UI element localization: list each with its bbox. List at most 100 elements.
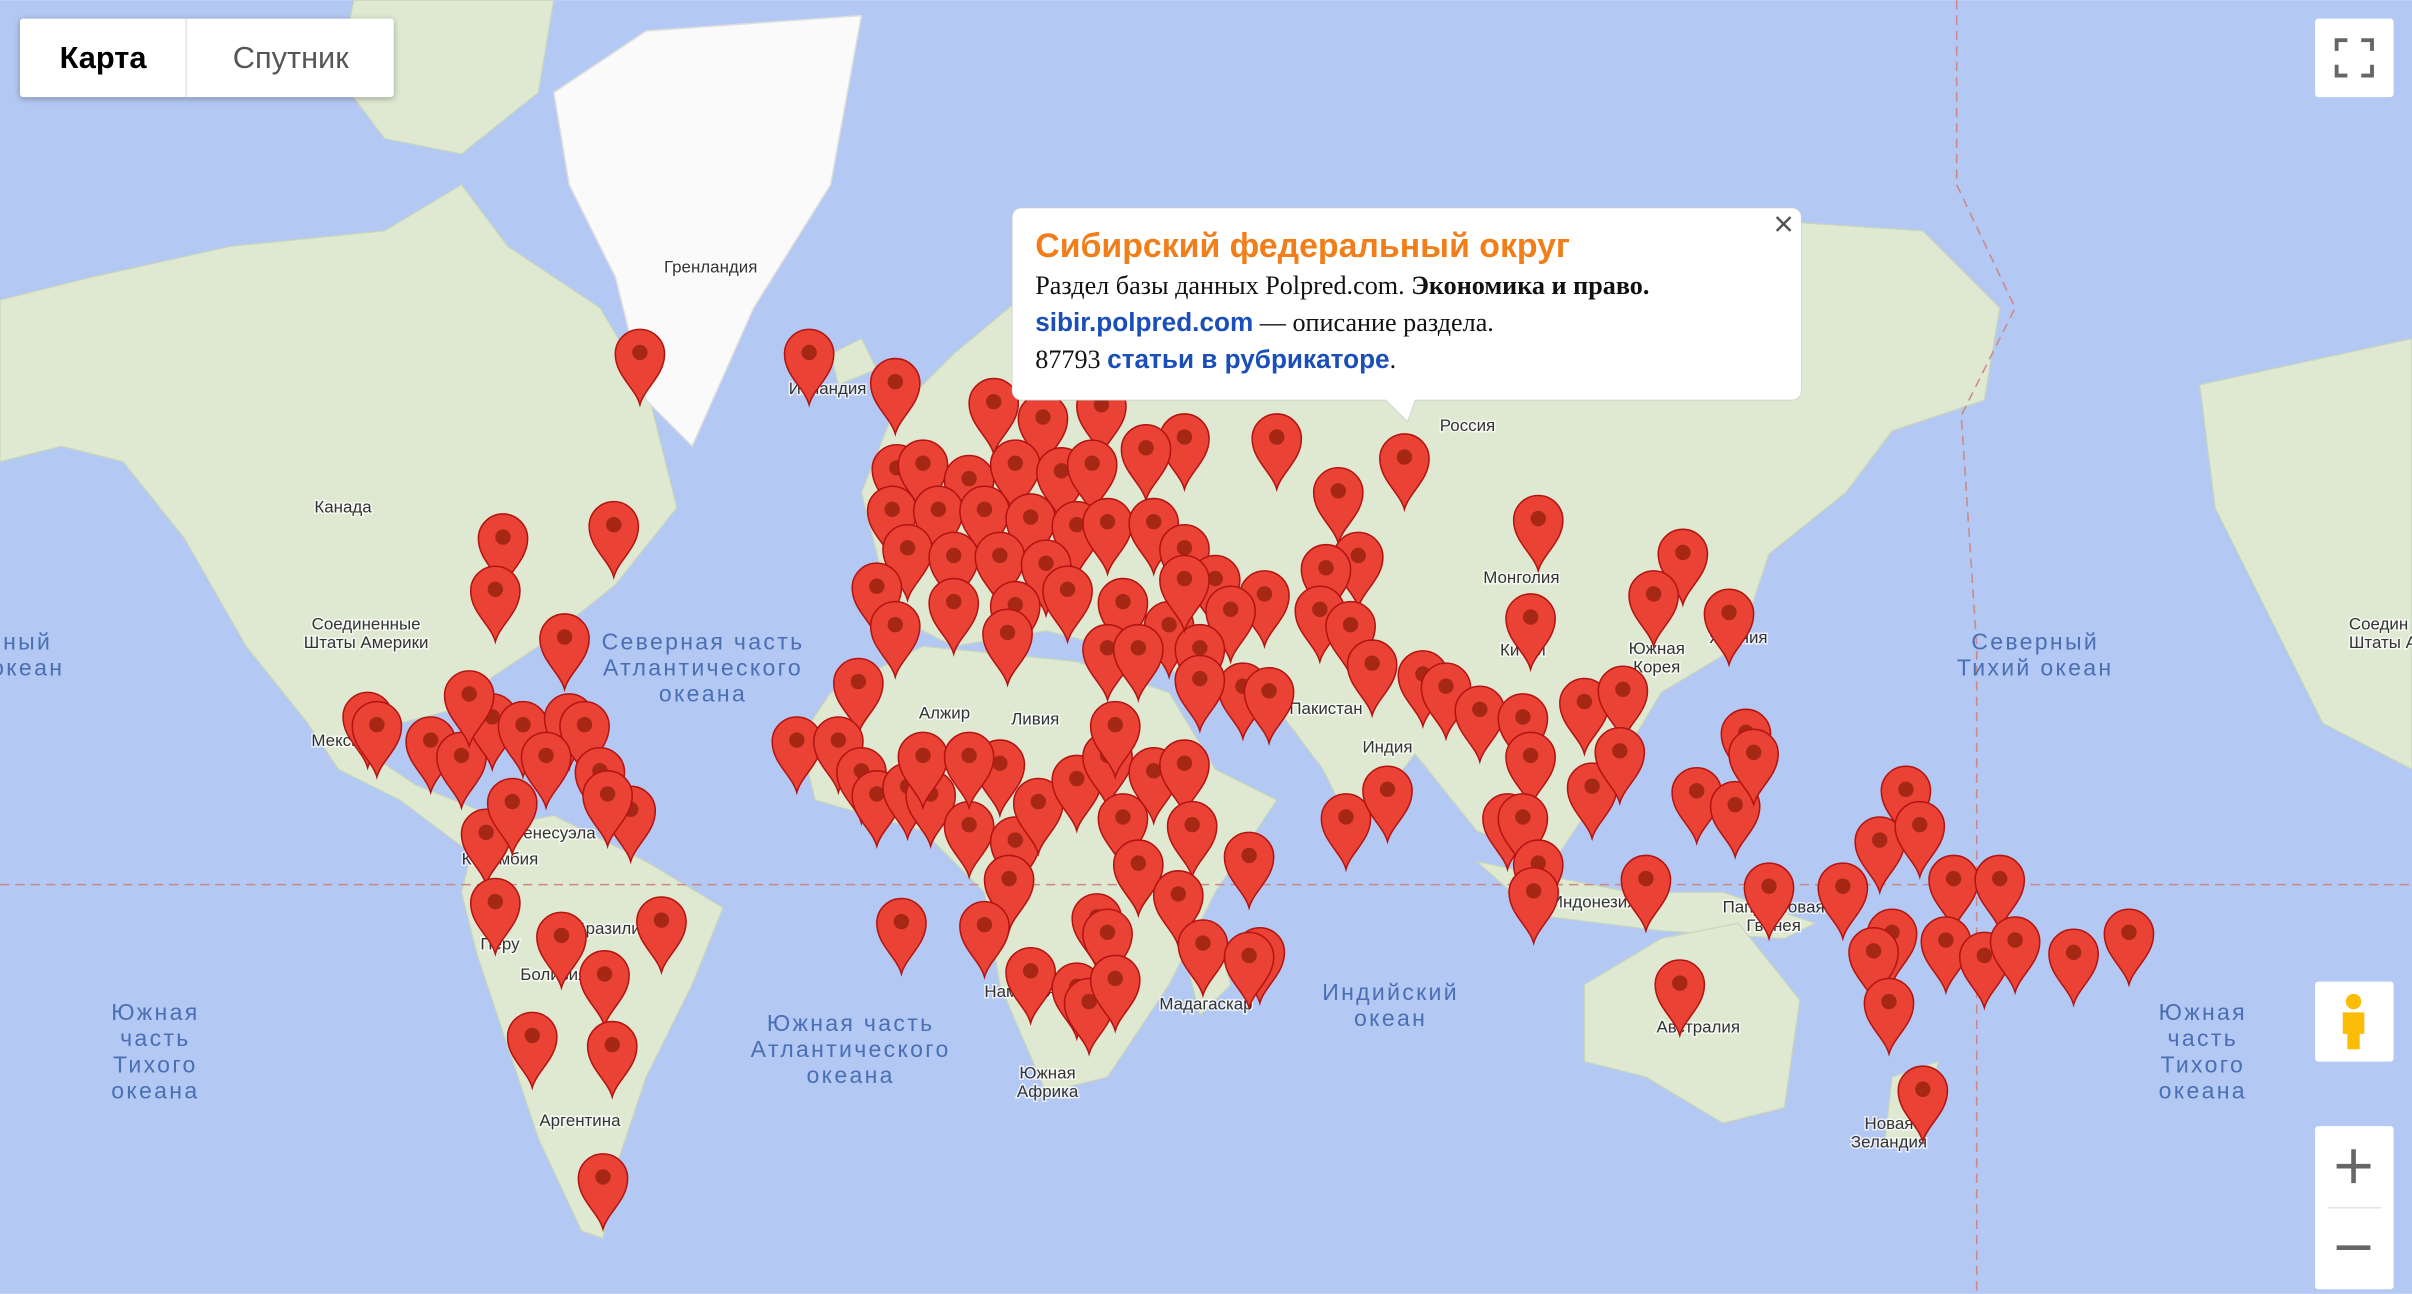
map-marker[interactable] [1089, 954, 1141, 1034]
map-marker[interactable] [614, 328, 666, 408]
map-marker[interactable] [1152, 870, 1204, 950]
map-marker[interactable] [1112, 624, 1164, 703]
map-marker[interactable] [943, 731, 995, 811]
map-marker[interactable] [1362, 765, 1413, 845]
map-marker[interactable] [968, 377, 1020, 457]
map-marker[interactable] [1559, 677, 1610, 757]
map-marker[interactable] [989, 439, 1041, 519]
map-marker[interactable] [1657, 528, 1709, 608]
map-marker[interactable] [1703, 588, 1755, 668]
map-marker[interactable] [1989, 916, 2041, 996]
map-marker[interactable] [579, 950, 630, 1030]
map-marker[interactable] [1497, 793, 1549, 873]
map-marker[interactable] [1379, 433, 1430, 513]
map-button[interactable]: Карта [60, 40, 148, 75]
info-link[interactable]: статьи в рубрикаторе [1107, 344, 1390, 374]
map-marker[interactable] [506, 1011, 558, 1091]
map-marker[interactable] [1097, 577, 1149, 657]
map-marker[interactable] [1512, 494, 1564, 574]
map-marker[interactable] [520, 731, 572, 811]
map-marker[interactable] [1880, 765, 1932, 845]
map-marker[interactable] [869, 600, 921, 680]
map-marker[interactable] [586, 1020, 638, 1100]
map-marker[interactable] [783, 328, 835, 408]
map-marker[interactable] [1728, 728, 1780, 808]
map-marker[interactable] [959, 900, 1010, 980]
map-marker[interactable] [1166, 800, 1218, 880]
map-marker[interactable] [982, 608, 1033, 688]
map-marker[interactable] [1508, 867, 1560, 947]
map-marker[interactable] [1005, 947, 1057, 1027]
map-marker[interactable] [928, 577, 980, 657]
map-marker[interactable] [1082, 497, 1133, 577]
map-marker[interactable] [1894, 800, 1946, 880]
map-marker[interactable] [974, 531, 1026, 611]
map-marker[interactable] [832, 657, 884, 737]
map-marker[interactable] [1042, 565, 1093, 645]
map-marker[interactable] [1112, 839, 1164, 919]
map-marker[interactable] [582, 770, 633, 850]
map-marker[interactable] [351, 700, 403, 780]
map-marker[interactable] [477, 513, 529, 593]
map-marker[interactable] [2103, 908, 2155, 988]
map-marker[interactable] [1174, 654, 1226, 734]
map-marker[interactable] [2048, 928, 2099, 1008]
pegman-control[interactable] [2315, 981, 2394, 1062]
map-marker[interactable] [539, 613, 590, 693]
zoom-in[interactable] [2336, 1149, 2371, 1184]
map-marker[interactable] [1251, 413, 1303, 493]
map-marker[interactable] [469, 565, 521, 645]
map-marker[interactable] [1671, 767, 1723, 847]
map-marker[interactable] [636, 896, 687, 976]
info-link[interactable]: sibir.polpred.com [1035, 307, 1254, 338]
info-close[interactable] [1775, 216, 1792, 232]
map-marker[interactable] [1300, 544, 1352, 623]
map-marker[interactable] [1597, 665, 1649, 745]
map-marker[interactable] [1743, 862, 1795, 942]
map-marker[interactable] [1817, 862, 1869, 942]
map-marker[interactable] [1312, 467, 1364, 547]
map-marker[interactable] [897, 731, 949, 811]
map-marker[interactable] [1159, 739, 1210, 819]
fullscreen-control[interactable] [2315, 18, 2394, 98]
satellite-button[interactable]: Спутник [233, 40, 349, 75]
map-marker[interactable] [1620, 854, 1672, 934]
map-marker[interactable] [1420, 662, 1472, 742]
map-marker[interactable] [1854, 816, 1906, 896]
map-marker[interactable] [1497, 693, 1549, 773]
map-marker[interactable] [1320, 793, 1372, 873]
map-marker[interactable] [1654, 959, 1706, 1039]
map-marker[interactable] [869, 357, 921, 437]
fullscreen-button[interactable] [2315, 18, 2394, 98]
map-marker[interactable] [983, 854, 1035, 934]
map-marker[interactable] [1120, 424, 1172, 504]
map-marker[interactable] [577, 1153, 629, 1233]
map-marker[interactable] [1709, 780, 1761, 860]
map-marker[interactable] [1928, 854, 1979, 934]
map-marker[interactable] [912, 485, 964, 565]
map-marker[interactable] [1089, 700, 1141, 780]
map-marker[interactable] [1505, 731, 1556, 811]
map-marker[interactable] [588, 500, 640, 580]
map-marker[interactable] [1082, 908, 1133, 988]
map-marker[interactable] [1848, 927, 1899, 1007]
map-marker[interactable] [1177, 919, 1229, 999]
map-marker[interactable] [1346, 639, 1398, 719]
map-marker[interactable] [1863, 977, 1915, 1057]
map-marker[interactable] [1974, 854, 2026, 934]
map-marker[interactable] [1505, 593, 1556, 673]
map-marker[interactable] [1097, 793, 1149, 873]
map-marker[interactable] [1628, 570, 1680, 650]
map-marker[interactable] [1223, 831, 1275, 911]
map-marker[interactable] [1243, 667, 1295, 747]
map-marker[interactable] [1223, 931, 1275, 1011]
map-marker[interactable] [486, 777, 538, 857]
map-marker[interactable] [443, 670, 495, 750]
map-marker[interactable] [1594, 727, 1646, 807]
map-marker[interactable] [469, 877, 521, 957]
map-marker[interactable] [1066, 439, 1118, 519]
map-marker[interactable] [536, 911, 587, 991]
map-marker[interactable] [1012, 777, 1064, 857]
map-marker[interactable] [1897, 1065, 1949, 1145]
map-marker[interactable] [1159, 554, 1210, 634]
